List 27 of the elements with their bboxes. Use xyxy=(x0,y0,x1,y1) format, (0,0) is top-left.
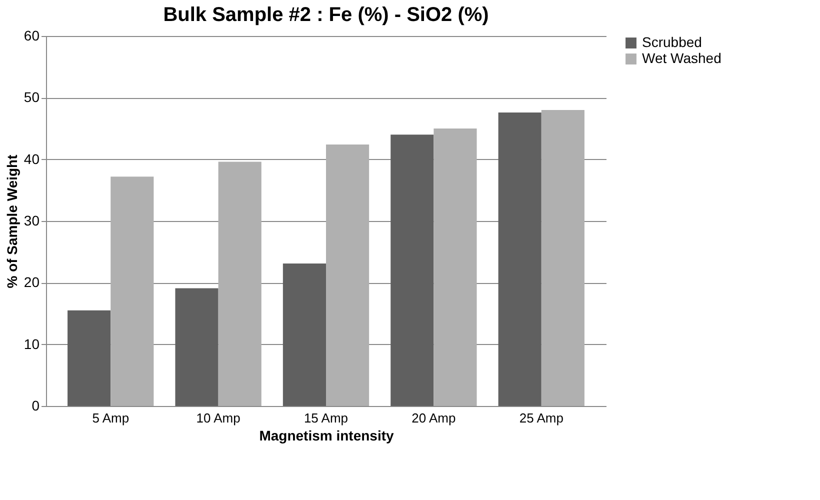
bar xyxy=(541,110,584,406)
x-axis-title: Magnetism intensity xyxy=(259,428,394,444)
y-tick-label: 30 xyxy=(24,212,40,228)
x-tick-label: 15 Amp xyxy=(304,410,348,426)
chart-title: Bulk Sample #2 : Fe (%) - SiO2 (%) xyxy=(163,4,489,26)
bar xyxy=(218,162,262,406)
legend-label: Scrubbed xyxy=(642,34,702,50)
bar xyxy=(175,288,218,406)
x-tick-label: 25 Amp xyxy=(519,410,564,426)
y-tick-label: 20 xyxy=(24,274,40,290)
bar xyxy=(498,112,542,406)
legend-label: Wet Washed xyxy=(642,50,722,66)
y-tick-label: 10 xyxy=(24,336,40,352)
x-tick-label: 20 Amp xyxy=(412,410,456,426)
bar xyxy=(110,176,154,406)
x-tick-label: 10 Amp xyxy=(196,410,240,426)
bar xyxy=(326,144,370,406)
y-axis-title: % of Sample Weight xyxy=(4,154,20,288)
x-tick-label: 5 Amp xyxy=(92,410,130,426)
y-tick-label: 60 xyxy=(24,28,40,44)
y-tick-label: 50 xyxy=(24,89,40,106)
bar xyxy=(282,264,326,406)
bar xyxy=(434,128,477,406)
y-tick-label: 40 xyxy=(24,150,40,167)
y-tick-label: 0 xyxy=(32,398,40,414)
bar xyxy=(68,310,111,406)
bar xyxy=(390,134,434,406)
